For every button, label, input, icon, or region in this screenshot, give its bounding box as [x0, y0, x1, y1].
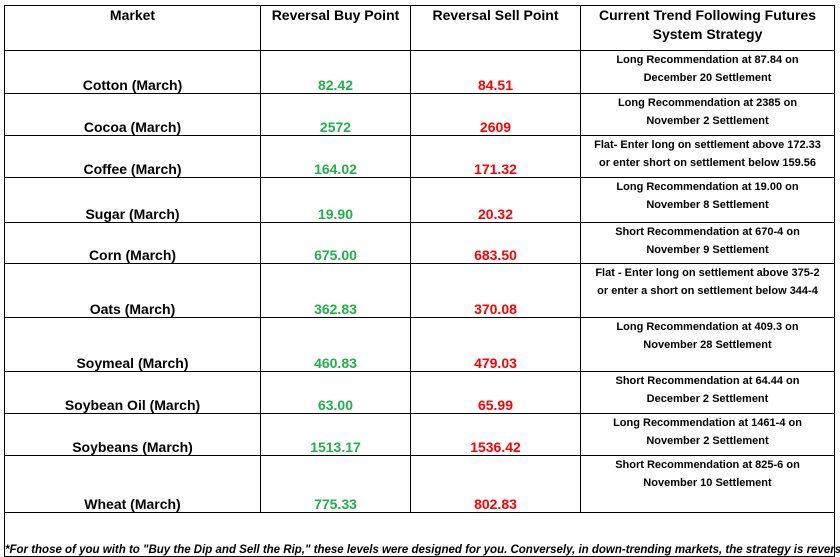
table-row: Soybean Oil (March) 63.00 65.99 Short Recom…	[4, 371, 835, 414]
strategy-line: Long Recommendation at 19.00 on	[616, 181, 799, 193]
footnote-row: *For those of you with to "Buy the Dip a…	[4, 512, 840, 557]
table-row: Sugar (March) 19.90 20.32 Long Recommendati…	[4, 177, 835, 223]
strategy-cell: Flat - Enter long on settlement above 37…	[580, 263, 835, 318]
strategy-line: or enter short on settlement below 159.5…	[598, 157, 816, 169]
reversal-sell-point-cell: 802.83	[410, 455, 581, 513]
market-cell: Soybeans (March)	[4, 413, 261, 456]
strategy-line: Long Recommendation at 87.84 on	[616, 54, 799, 66]
table-row: Oats (March) 362.83 370.08 Flat - Enter lon…	[4, 263, 835, 318]
table-row: Coffee (March) 164.02 171.32 Flat- Enter lo…	[4, 135, 835, 178]
strategy-line: November 2 Settlement	[646, 115, 769, 127]
reversal-buy-point-cell: 164.02	[260, 135, 411, 178]
strategy-cell: Long Recommendation at 409.3 on November …	[580, 317, 835, 372]
table-row: Cotton (March) 82.42 84.51 Long Recommendat…	[4, 50, 835, 94]
strategy-line: November 2 Settlement	[646, 435, 769, 447]
strategy-line: December 20 Settlement	[643, 72, 772, 84]
reversal-buy-point-cell: 19.90	[260, 177, 411, 223]
strategy-cell: Short Recommendation at 670-4 on November…	[580, 222, 835, 264]
market-cell: Soymeal (March)	[4, 317, 261, 372]
header-strategy-line2: System Strategy	[652, 26, 763, 42]
strategy-line: Flat- Enter long on settlement above 172…	[594, 139, 821, 151]
strategy-line: November 10 Settlement	[643, 477, 772, 489]
header-current-trend-strategy: Current Trend Following Futures System S…	[580, 5, 835, 51]
reversal-buy-point-cell: 775.33	[260, 455, 411, 513]
table-row: Cocoa (March) 2572 2609 Long Recommendation…	[4, 93, 835, 136]
market-cell: Cotton (March)	[4, 50, 261, 94]
reversal-points-table: Market Reversal Buy Point Reversal Sell …	[4, 5, 840, 557]
market-cell: Cocoa (March)	[4, 93, 261, 136]
header-row: Market Reversal Buy Point Reversal Sell …	[4, 5, 835, 51]
reversal-sell-point-cell: 65.99	[410, 371, 581, 414]
strategy-cell: Flat- Enter long on settlement above 172…	[580, 135, 835, 178]
strategy-cell: Short Recommendation at 825-6 on November…	[580, 455, 835, 513]
reversal-buy-point-cell: 82.42	[260, 50, 411, 94]
reversal-sell-point-cell: 683.50	[410, 222, 581, 264]
reversal-buy-point-cell: 63.00	[260, 371, 411, 414]
header-reversal-buy-point: Reversal Buy Point	[260, 5, 411, 51]
strategy-line: December 2 Settlement	[646, 393, 769, 405]
strategy-cell: Long Recommendation at 1461-4 on November…	[580, 413, 835, 456]
reversal-sell-point-cell: 1536.42	[410, 413, 581, 456]
strategy-line: Short Recommendation at 825-6 on	[615, 459, 800, 471]
strategy-line: November 28 Settlement	[643, 339, 772, 351]
strategy-line: Short Recommendation at 64.44 on	[615, 375, 800, 387]
strategy-line: November 8 Settlement	[646, 199, 769, 211]
header-strategy-line1: Current Trend Following Futures	[599, 7, 816, 23]
header-market: Market	[4, 5, 261, 51]
strategy-cell: Long Recommendation at 2385 on November 2…	[580, 93, 835, 136]
strategy-line: Long Recommendation at 1461-4 on	[613, 417, 802, 429]
reversal-sell-point-cell: 370.08	[410, 263, 581, 318]
reversal-buy-point-cell: 1513.17	[260, 413, 411, 456]
table-row: Wheat (March) 775.33 802.83 Short Recommend…	[4, 455, 835, 513]
table-row: Corn (March) 675.00 683.50 Short Recommenda…	[4, 222, 835, 264]
market-cell: Corn (March)	[4, 222, 261, 264]
reversal-sell-point-cell: 2609	[410, 93, 581, 136]
reversal-sell-point-cell: 479.03	[410, 317, 581, 372]
strategy-line: Long Recommendation at 2385 on	[617, 97, 798, 109]
market-cell: Soybean Oil (March)	[4, 371, 261, 414]
reversal-sell-point-cell: 171.32	[410, 135, 581, 178]
reversal-buy-point-cell: 362.83	[260, 263, 411, 318]
header-reversal-sell-point: Reversal Sell Point	[410, 5, 581, 51]
strategy-cell: Long Recommendation at 19.00 on November …	[580, 177, 835, 223]
reversal-buy-point-cell: 2572	[260, 93, 411, 136]
strategy-cell: Long Recommendation at 87.84 on December …	[580, 50, 835, 94]
reversal-buy-point-cell: 675.00	[260, 222, 411, 264]
reversal-sell-point-cell: 20.32	[410, 177, 581, 223]
table-row: Soybeans (March) 1513.17 1536.42 Long Recom…	[4, 413, 835, 456]
market-cell: Coffee (March)	[4, 135, 261, 178]
footnote: *For those of you with to "Buy the Dip a…	[4, 512, 840, 557]
strategy-cell: Short Recommendation at 64.44 on December…	[580, 371, 835, 414]
strategy-line: Short Recommendation at 670-4 on	[615, 226, 800, 238]
reversal-buy-point-cell: 460.83	[260, 317, 411, 372]
table-row: Soymeal (March) 460.83 479.03 Long Recommen…	[4, 317, 835, 372]
market-cell: Sugar (March)	[4, 177, 261, 223]
reversal-sell-point-cell: 84.51	[410, 50, 581, 94]
strategy-line: or enter a short on settlement below 344…	[597, 285, 818, 297]
market-cell: Wheat (March)	[4, 455, 261, 513]
strategy-line: Long Recommendation at 409.3 on	[616, 321, 799, 333]
strategy-line: Flat - Enter long on settlement above 37…	[595, 267, 820, 279]
strategy-line: November 9 Settlement	[646, 244, 769, 256]
market-cell: Oats (March)	[4, 263, 261, 318]
